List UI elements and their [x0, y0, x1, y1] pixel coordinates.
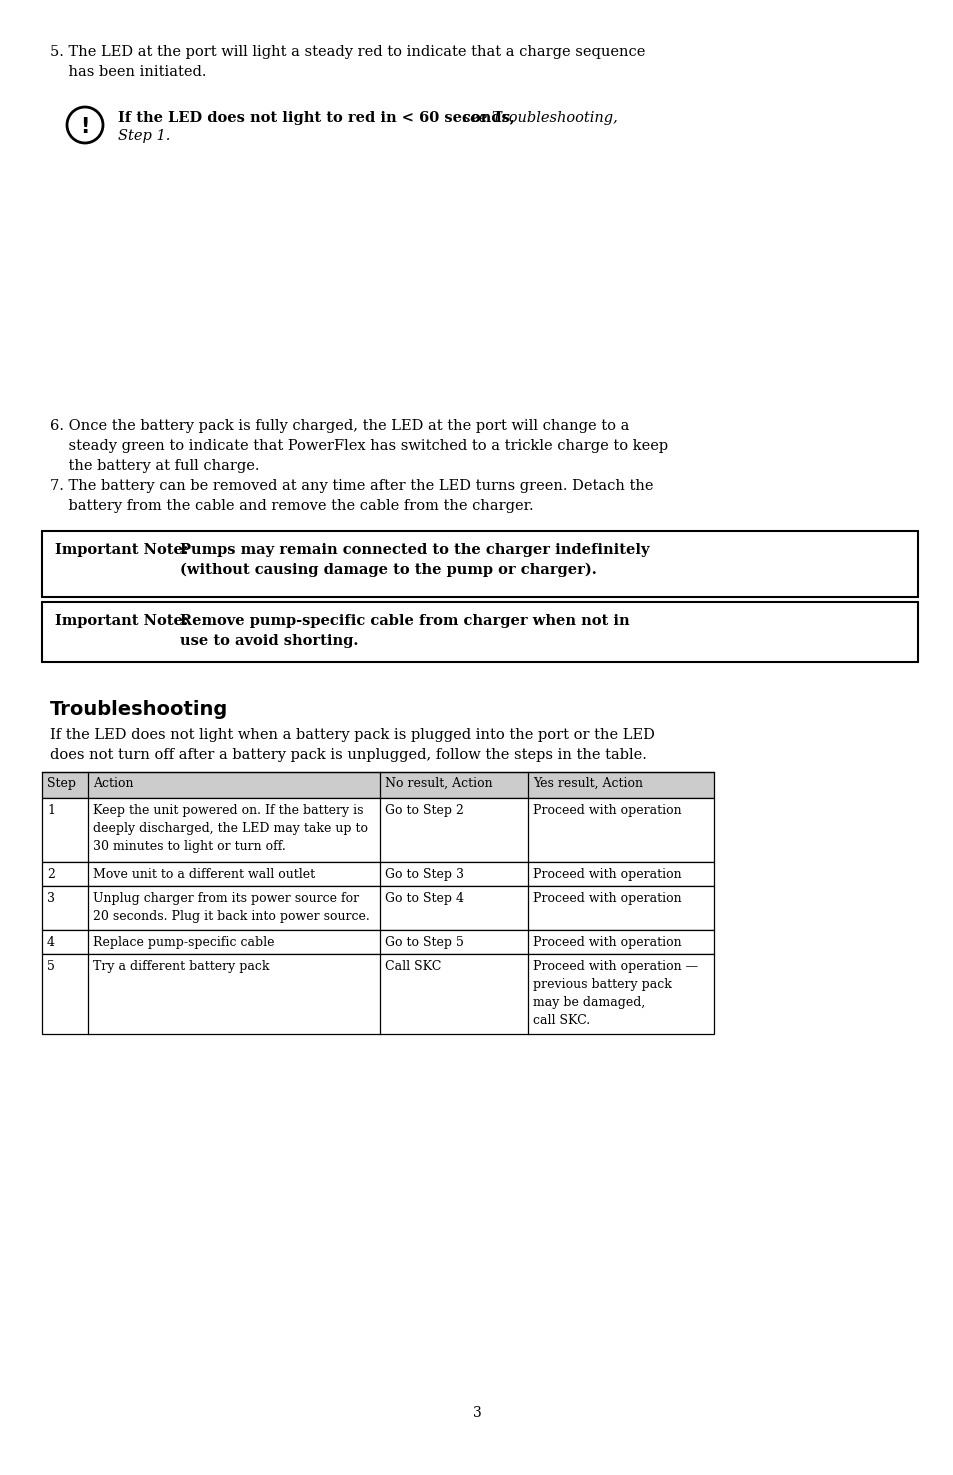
- Text: the battery at full charge.: the battery at full charge.: [50, 459, 259, 473]
- Text: If the LED does not light when a battery pack is plugged into the port or the LE: If the LED does not light when a battery…: [50, 729, 654, 742]
- Text: Remove pump-specific cable from charger when not in: Remove pump-specific cable from charger …: [180, 614, 629, 628]
- Text: has been initiated.: has been initiated.: [50, 65, 206, 80]
- Text: Proceed with operation: Proceed with operation: [533, 892, 680, 906]
- Text: Replace pump-specific cable: Replace pump-specific cable: [92, 937, 274, 948]
- Text: call SKC.: call SKC.: [533, 1013, 590, 1027]
- Bar: [42, 602, 917, 662]
- Text: Keep the unit powered on. If the battery is: Keep the unit powered on. If the battery…: [92, 804, 363, 817]
- Text: 7. The battery can be removed at any time after the LED turns green. Detach the: 7. The battery can be removed at any tim…: [50, 479, 653, 493]
- Text: Call SKC: Call SKC: [385, 960, 441, 974]
- Bar: [42, 861, 713, 886]
- Text: see Troubleshooting,: see Troubleshooting,: [457, 111, 618, 125]
- Bar: [42, 531, 917, 597]
- Text: Troubleshooting: Troubleshooting: [50, 701, 228, 718]
- Text: may be damaged,: may be damaged,: [533, 996, 644, 1009]
- Text: 2: 2: [47, 867, 55, 881]
- Bar: [42, 886, 713, 931]
- Text: steady green to indicate that PowerFlex has switched to a trickle charge to keep: steady green to indicate that PowerFlex …: [50, 440, 667, 453]
- Bar: [42, 771, 713, 798]
- Text: (without causing damage to the pump or charger).: (without causing damage to the pump or c…: [180, 563, 597, 577]
- Text: previous battery pack: previous battery pack: [533, 978, 671, 991]
- Text: Proceed with operation: Proceed with operation: [533, 867, 680, 881]
- Text: 30 minutes to light or turn off.: 30 minutes to light or turn off.: [92, 839, 286, 853]
- Text: Step 1.: Step 1.: [118, 128, 171, 143]
- Text: 5: 5: [47, 960, 55, 974]
- Text: 5. The LED at the port will light a steady red to indicate that a charge sequenc: 5. The LED at the port will light a stea…: [50, 46, 644, 59]
- Text: Try a different battery pack: Try a different battery pack: [92, 960, 269, 974]
- Text: No result, Action: No result, Action: [385, 777, 492, 791]
- Text: use to avoid shorting.: use to avoid shorting.: [180, 634, 358, 648]
- Text: Go to Step 5: Go to Step 5: [385, 937, 463, 948]
- Text: Go to Step 3: Go to Step 3: [385, 867, 463, 881]
- Text: 1: 1: [47, 804, 55, 817]
- Text: If the LED does not light to red in < 60 seconds,: If the LED does not light to red in < 60…: [118, 111, 515, 125]
- Bar: [42, 798, 713, 861]
- Text: !: !: [80, 117, 90, 137]
- Text: 4: 4: [47, 937, 55, 948]
- Text: Step: Step: [47, 777, 76, 791]
- Bar: [42, 931, 713, 954]
- Text: Go to Step 4: Go to Step 4: [385, 892, 463, 906]
- Text: Go to Step 2: Go to Step 2: [385, 804, 463, 817]
- Text: 3: 3: [472, 1406, 481, 1420]
- Text: 6. Once the battery pack is fully charged, the LED at the port will change to a: 6. Once the battery pack is fully charge…: [50, 419, 629, 434]
- Text: 20 seconds. Plug it back into power source.: 20 seconds. Plug it back into power sour…: [92, 910, 370, 923]
- Text: does not turn off after a battery pack is unplugged, follow the steps in the tab: does not turn off after a battery pack i…: [50, 748, 646, 763]
- Text: Yes result, Action: Yes result, Action: [533, 777, 642, 791]
- Text: Pumps may remain connected to the charger indefinitely: Pumps may remain connected to the charge…: [180, 543, 649, 558]
- Text: Action: Action: [92, 777, 133, 791]
- Text: Important Note:: Important Note:: [55, 614, 188, 628]
- Text: battery from the cable and remove the cable from the charger.: battery from the cable and remove the ca…: [50, 499, 533, 513]
- Text: Unplug charger from its power source for: Unplug charger from its power source for: [92, 892, 358, 906]
- Text: Proceed with operation —: Proceed with operation —: [533, 960, 698, 974]
- Text: Move unit to a different wall outlet: Move unit to a different wall outlet: [92, 867, 314, 881]
- Text: Important Note:: Important Note:: [55, 543, 188, 558]
- Bar: [42, 954, 713, 1034]
- Text: 3: 3: [47, 892, 55, 906]
- Text: Proceed with operation: Proceed with operation: [533, 937, 680, 948]
- Text: Proceed with operation: Proceed with operation: [533, 804, 680, 817]
- Text: deeply discharged, the LED may take up to: deeply discharged, the LED may take up t…: [92, 822, 368, 835]
